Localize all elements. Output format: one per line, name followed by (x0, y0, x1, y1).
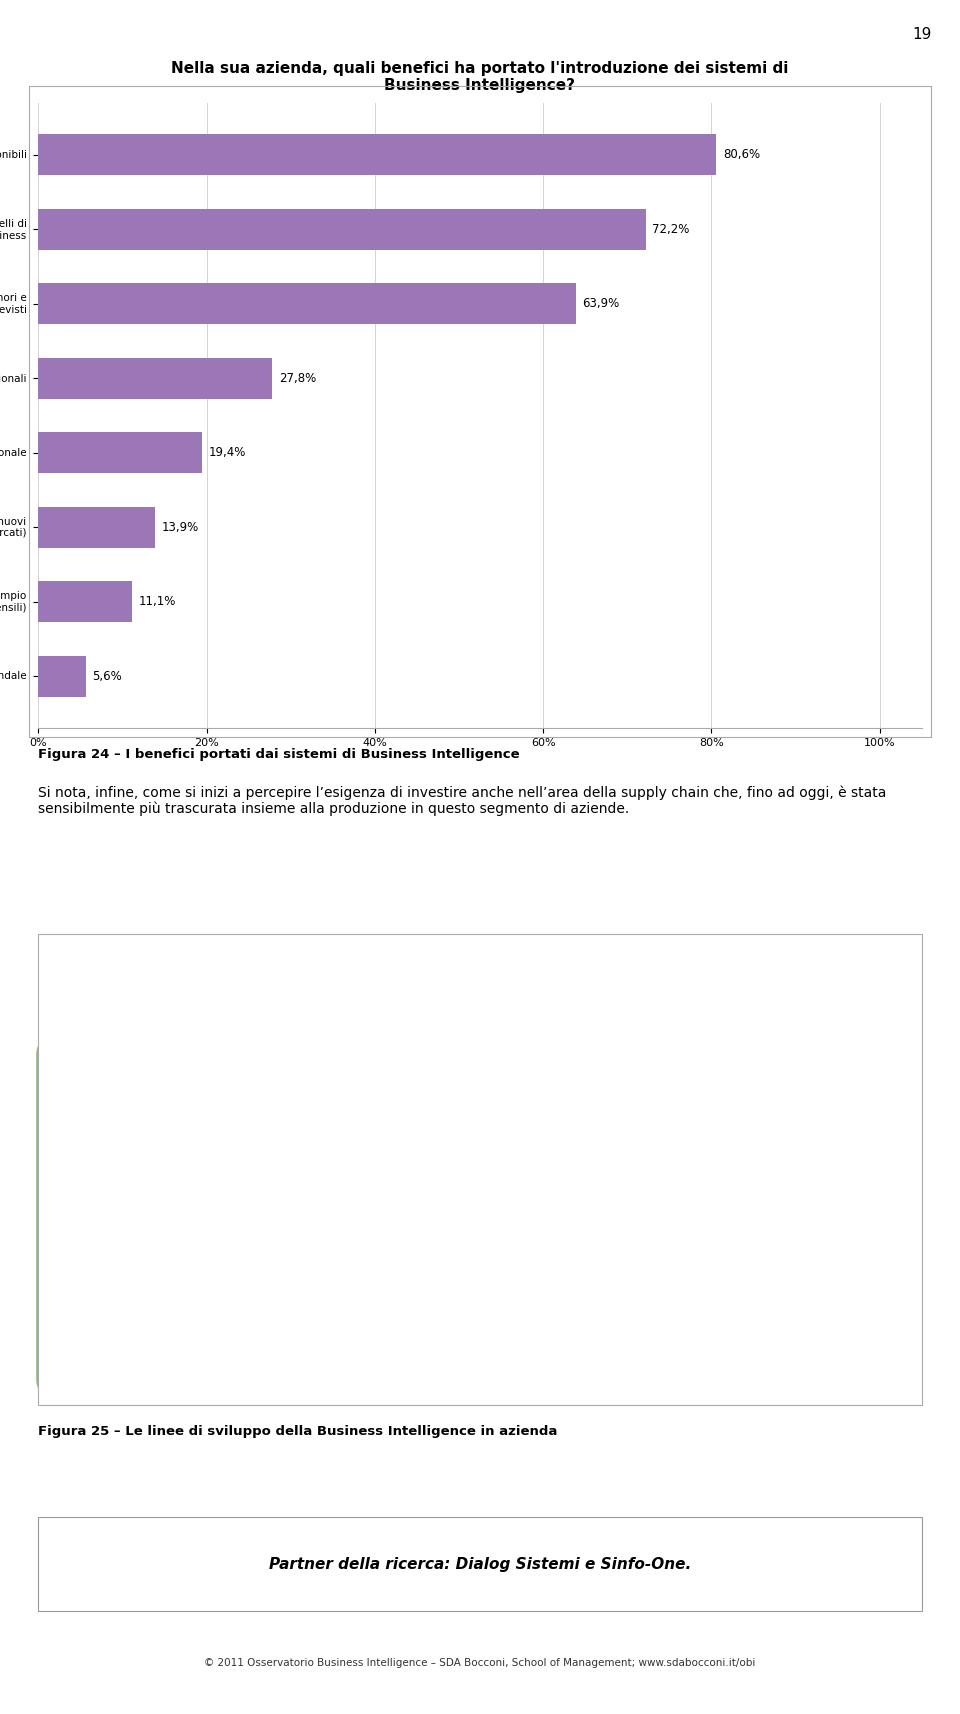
Bar (38, 581, 132, 622)
Text: Figura 24 – I benefici portati dai sistemi di Business Intelligence: Figura 24 – I benefici portati dai siste… (38, 747, 520, 761)
Text: © 2011 Osservatorio Business Intelligence – SDA Bocconi, School of Management; w: © 2011 Osservatorio Business Intelligenc… (204, 1657, 756, 1668)
Text: 1.   Marketing e vendite: 1. Marketing e vendite (90, 1094, 230, 1106)
Text: 6.   Customer Service: 6. Customer Service (522, 1304, 649, 1318)
Text: Partner della ricerca: Dialog Sistemi e Sinfo-One.: Partner della ricerca: Dialog Sistemi e … (269, 1556, 691, 1572)
Text: 11,1%: 11,1% (138, 595, 176, 608)
Text: 4.    Customer Service: 4. Customer Service (90, 1220, 221, 1232)
FancyBboxPatch shape (37, 1039, 484, 1395)
FancyBboxPatch shape (38, 1517, 922, 1611)
Text: Figura 25 – Le linee di sviluppo della Business Intelligence in azienda: Figura 25 – Le linee di sviluppo della B… (38, 1424, 558, 1438)
Bar (38, 358, 273, 399)
Text: 72,2%: 72,2% (653, 223, 690, 237)
Text: 5,6%: 5,6% (92, 670, 122, 682)
Text: 7.   Altro: 7. Altro (522, 1347, 572, 1361)
Text: 3.   Direzione Generale: 3. Direzione Generale (90, 1178, 226, 1191)
Text: 80,6%: 80,6% (723, 149, 760, 161)
Text: 7.    Altro: 7. Altro (90, 1347, 144, 1361)
FancyBboxPatch shape (469, 1039, 916, 1395)
Text: Quali sono le aree in cui la sua azienda
dovrebbe investire di più in sistemi di: Quali sono le aree in cui la sua azienda… (567, 968, 827, 1011)
Bar (38, 507, 156, 548)
Text: 2.    Direzione Generale: 2. Direzione Generale (522, 1136, 661, 1148)
Text: 13,9%: 13,9% (162, 521, 200, 533)
Text: 5.    Produzione e Operations: 5. Produzione e Operations (90, 1263, 262, 1275)
Text: 2.   Amministrazione, Finanza e Controllo: 2. Amministrazione, Finanza e Controllo (90, 1136, 333, 1148)
Text: 3.   Amministrazione, Finanza e Controllo: 3. Amministrazione, Finanza e Controllo (522, 1178, 765, 1191)
Text: 19: 19 (912, 27, 931, 41)
Text: 5.   Produzione e Operations: 5. Produzione e Operations (522, 1263, 690, 1275)
Text: 63,9%: 63,9% (583, 298, 620, 310)
Text: Si nota, infine, come si inizi a percepire l’esigenza di investire anche nell’ar: Si nota, infine, come si inizi a percepi… (38, 785, 887, 816)
Text: 6.    Supply Chain: 6. Supply Chain (90, 1304, 194, 1318)
Text: 19,4%: 19,4% (208, 446, 246, 459)
Text: Nella sua azienda qual è oggi il grado di
diffusione dei sistemi di Business Int: Nella sua azienda qual è oggi il grado d… (104, 968, 408, 1011)
Bar (38, 134, 716, 175)
Text: 4.   Supply Chain: 4. Supply Chain (522, 1220, 622, 1232)
Bar (38, 432, 202, 473)
Bar (38, 283, 576, 324)
Text: Nella sua azienda, quali benefici ha portato l'introduzione dei sistemi di
Busin: Nella sua azienda, quali benefici ha por… (171, 62, 789, 93)
Text: 1.   Marketing e vendite: 1. Marketing e vendite (522, 1094, 662, 1106)
Text: 27,8%: 27,8% (279, 372, 316, 386)
Bar (38, 656, 85, 698)
Bar (38, 209, 646, 250)
